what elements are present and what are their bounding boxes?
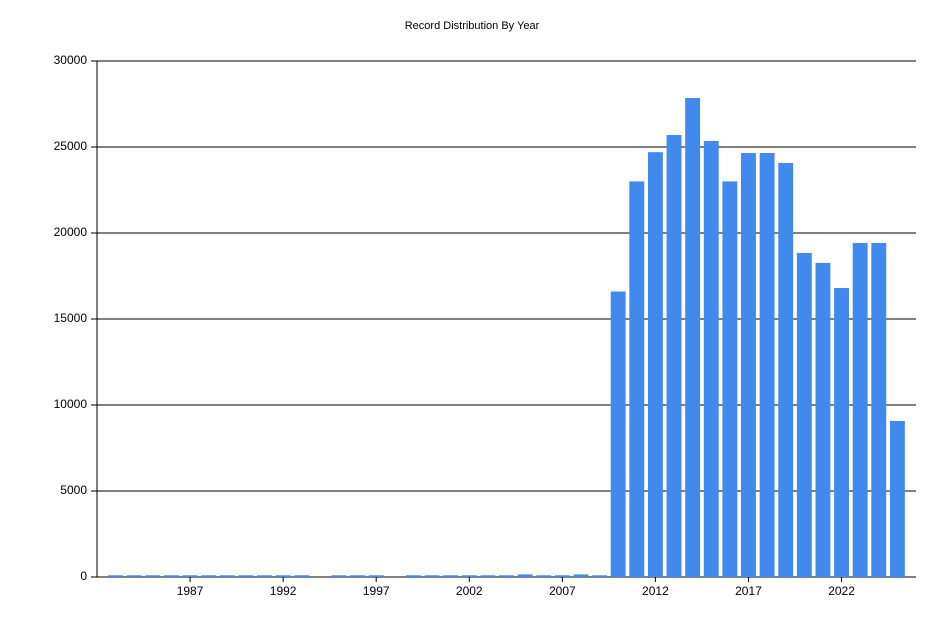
bar <box>554 575 570 577</box>
bar <box>145 575 161 577</box>
y-tick-label: 10000 <box>54 397 88 411</box>
x-tick-label: 2017 <box>735 584 762 598</box>
bar <box>778 162 794 577</box>
bar <box>201 575 217 577</box>
bar <box>350 575 366 577</box>
bar <box>164 575 179 577</box>
bar <box>796 252 812 577</box>
x-tick-label: 2012 <box>642 584 669 598</box>
x-tick-label: 1997 <box>363 584 390 598</box>
bar <box>219 575 235 577</box>
bar <box>852 242 868 577</box>
bar <box>610 291 626 577</box>
y-tick-label: 5000 <box>60 483 87 497</box>
bar <box>499 575 514 577</box>
bar <box>275 575 291 577</box>
x-tick-label: 1992 <box>270 584 297 598</box>
y-tick-label: 25000 <box>54 139 88 153</box>
y-tick-label: 0 <box>80 569 87 583</box>
bar <box>443 575 459 577</box>
bar <box>536 575 552 577</box>
bar <box>126 575 142 577</box>
bar <box>666 134 682 577</box>
bar <box>424 575 440 577</box>
x-tick-label: 2002 <box>456 584 483 598</box>
bar <box>480 575 496 577</box>
bar <box>629 181 645 577</box>
bar <box>722 181 738 577</box>
bar <box>889 420 905 577</box>
bar <box>592 575 608 577</box>
bar <box>741 153 756 577</box>
bar <box>108 575 124 577</box>
bar <box>294 575 310 577</box>
bar <box>257 575 272 577</box>
bar <box>871 242 887 577</box>
bar <box>331 575 347 577</box>
bar <box>647 152 663 577</box>
bar <box>573 574 589 577</box>
bar <box>685 97 701 577</box>
chart-title: Record Distribution By Year <box>405 20 540 32</box>
bar <box>834 288 849 577</box>
bar <box>405 575 421 577</box>
bar <box>815 262 831 577</box>
bar <box>182 575 198 577</box>
y-tick-label: 15000 <box>54 311 88 325</box>
y-tick-label: 20000 <box>54 225 88 239</box>
x-tick-label: 2022 <box>828 584 855 598</box>
bar <box>703 140 719 578</box>
x-tick-label: 2007 <box>549 584 576 598</box>
bar <box>517 574 533 577</box>
bar <box>461 575 477 577</box>
y-tick-label: 30000 <box>54 53 88 67</box>
bar <box>238 575 254 577</box>
bar <box>368 575 384 577</box>
bar <box>759 153 775 577</box>
x-tick-label: 1987 <box>177 584 204 598</box>
